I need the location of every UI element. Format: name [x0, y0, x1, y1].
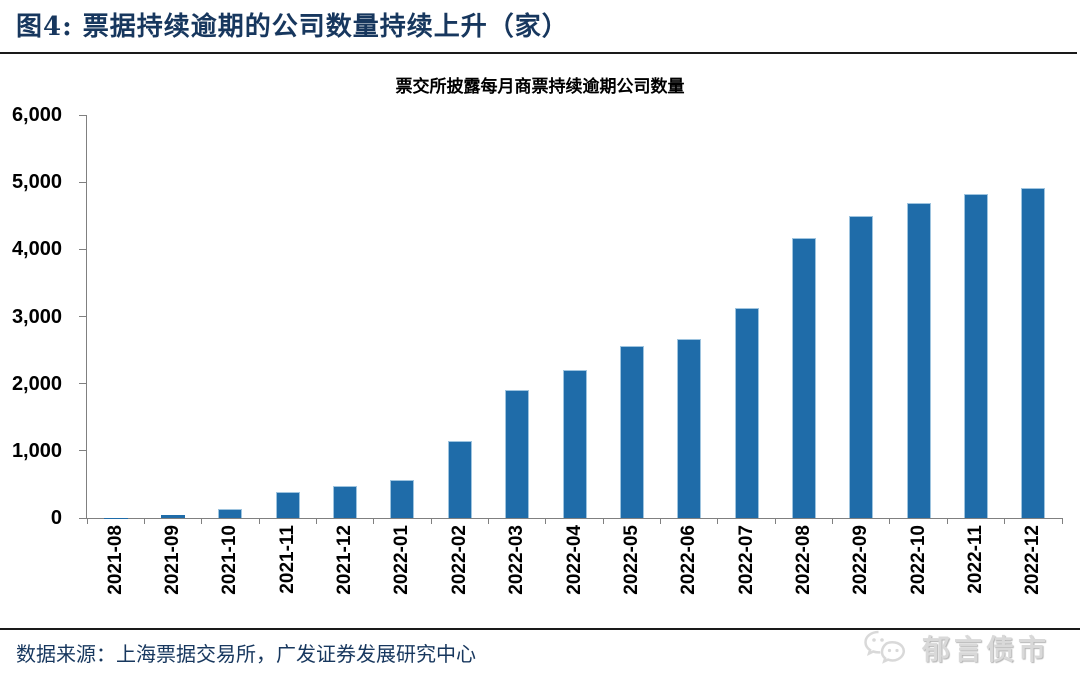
x-axis-label-2022-08: 2022-08 — [792, 525, 814, 595]
x-axis-tick — [143, 518, 145, 524]
bar-2022-03 — [505, 390, 530, 518]
data-source: 数据来源：上海票据交易所，广发证券发展研究中心 — [16, 638, 476, 667]
x-axis-tick — [545, 518, 547, 524]
x-axis-tick — [832, 518, 834, 524]
x-axis-label-2022-02: 2022-02 — [448, 525, 470, 595]
bar-2022-04 — [562, 369, 587, 518]
y-axis-tick-label: 3,000 — [11, 305, 62, 328]
x-axis-label-2021-11: 2021-11 — [276, 525, 298, 594]
x-axis-label-2022-07: 2022-07 — [735, 525, 757, 595]
y-axis-tick — [79, 383, 87, 385]
bar-2022-05 — [619, 346, 644, 518]
bar-2022-07 — [734, 308, 759, 518]
x-axis-tick — [660, 518, 662, 524]
x-axis-label-2021-09: 2021-09 — [162, 525, 184, 595]
bar-2022-08 — [791, 237, 816, 518]
y-axis-tick — [79, 248, 87, 250]
data-source-text: 上海票据交易所，广发证券发展研究中心 — [116, 642, 476, 666]
bar-2021-10 — [218, 509, 243, 518]
figure-title: 图4: 票据持续逾期的公司数量持续上升（家） — [16, 12, 569, 42]
bar-2022-02 — [447, 441, 472, 518]
y-axis-tick-label: 0 — [50, 507, 62, 529]
x-axis-label-2021-12: 2021-12 — [334, 525, 356, 595]
x-axis-tick — [774, 518, 776, 524]
y-axis-tick-label: 6,000 — [11, 104, 62, 126]
x-axis-tick — [373, 518, 375, 524]
x-axis-label-2022-01: 2022-01 — [391, 525, 413, 595]
y-axis-tick — [79, 181, 87, 183]
y-axis-tick — [79, 114, 87, 116]
y-axis-tick-label: 1,000 — [11, 439, 62, 462]
x-axis-label-2021-08: 2021-08 — [104, 525, 126, 595]
watermark-text: 郁言债市 — [921, 633, 1050, 666]
title-divider — [0, 52, 1077, 54]
x-axis-label-2022-10: 2022-10 — [907, 525, 929, 595]
y-axis-tick-label: 2,000 — [11, 372, 62, 395]
x-axis-label-2022-03: 2022-03 — [506, 525, 528, 595]
y-axis-tick-label: 5,000 — [11, 171, 62, 194]
wechat-icon — [864, 629, 916, 667]
x-axis-tick — [1061, 518, 1063, 524]
x-axis-tick — [86, 518, 88, 524]
x-axis-tick — [889, 518, 891, 524]
x-axis-label-2022-06: 2022-06 — [678, 525, 700, 595]
x-axis-tick — [430, 518, 432, 524]
brand-watermark: 郁言债市 — [864, 628, 1050, 668]
bar-2022-11 — [963, 193, 988, 518]
x-axis-line — [86, 518, 1062, 519]
y-axis-tick-label: 4,000 — [11, 238, 62, 261]
x-axis-tick — [602, 518, 604, 524]
x-axis-label-2022-05: 2022-05 — [620, 525, 642, 595]
y-axis-tick — [79, 450, 87, 452]
x-axis-tick — [946, 518, 948, 524]
x-axis-tick — [201, 518, 203, 524]
bar-2022-10 — [906, 203, 931, 518]
bar-2021-11 — [275, 492, 300, 518]
bar-2022-01 — [390, 480, 415, 518]
bar-2022-09 — [849, 216, 874, 518]
x-axis-tick — [315, 518, 317, 524]
x-axis-tick — [717, 518, 719, 524]
bar-2022-12 — [1021, 188, 1046, 518]
footer-divider — [0, 628, 1080, 630]
x-axis-label-2021-10: 2021-10 — [219, 525, 241, 595]
x-axis-label-2022-09: 2022-09 — [850, 525, 872, 595]
x-axis-label-2022-12: 2022-12 — [1022, 525, 1044, 595]
bar-chart: 0 1,000 2,000 3,000 4,000 5,000 6,000 2021-08 20… — [11, 104, 1063, 595]
y-axis-tick — [79, 517, 87, 519]
x-axis-label-2022-04: 2022-04 — [563, 525, 585, 595]
chart-title: 票交所披露每月商票持续逾期公司数量 — [395, 77, 685, 97]
data-source-label: 数据来源： — [16, 642, 116, 666]
x-axis-tick — [487, 518, 489, 524]
x-axis-tick — [258, 518, 260, 524]
bar-2021-09 — [161, 515, 186, 518]
x-axis-label-2022-11: 2022-11 — [964, 525, 986, 594]
bar-2021-12 — [333, 486, 358, 518]
y-axis-tick — [79, 316, 87, 317]
x-axis-tick — [1004, 518, 1006, 524]
bar-2022-06 — [677, 338, 702, 518]
